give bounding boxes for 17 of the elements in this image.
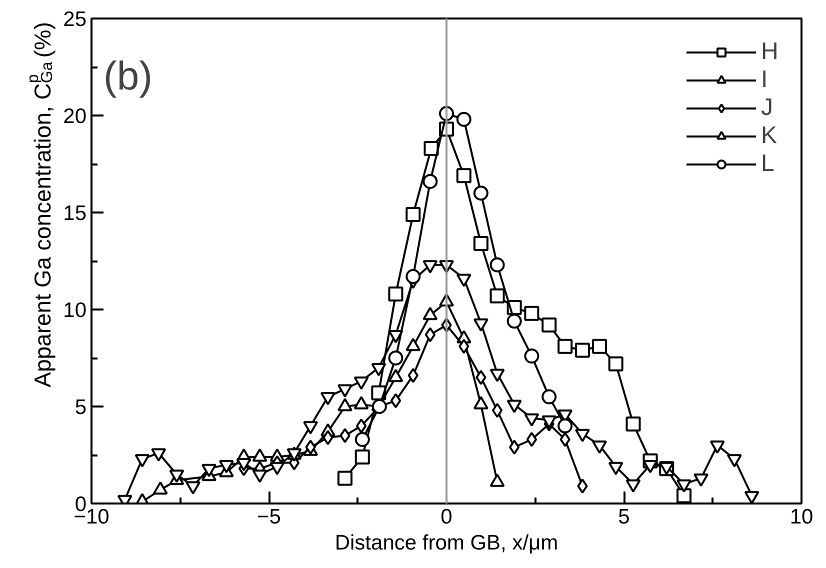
y-tick-label: 5	[74, 396, 87, 419]
legend-label: L	[761, 150, 776, 178]
x-tick-label: −5	[257, 506, 281, 528]
y-tick-label: 25	[63, 8, 86, 31]
legend-label: I	[761, 66, 769, 94]
legend-label: H	[761, 38, 780, 66]
annotation: (b)	[104, 54, 152, 98]
x-tick-label: 5	[618, 506, 630, 528]
y-tick-label: 20	[63, 105, 86, 128]
x-tick-label: 0	[440, 506, 452, 528]
legend-label: K	[761, 122, 778, 150]
x-tick-label: 10	[790, 506, 814, 528]
y-tick-label: 10	[63, 299, 86, 322]
y-axis-title: Apparent Ga concentration, CpGa (%)	[25, 22, 56, 388]
y-tick-label: 15	[63, 202, 86, 225]
x-axis-title: Distance from GB, x/μm	[334, 532, 558, 554]
legend-label: J	[761, 94, 774, 122]
